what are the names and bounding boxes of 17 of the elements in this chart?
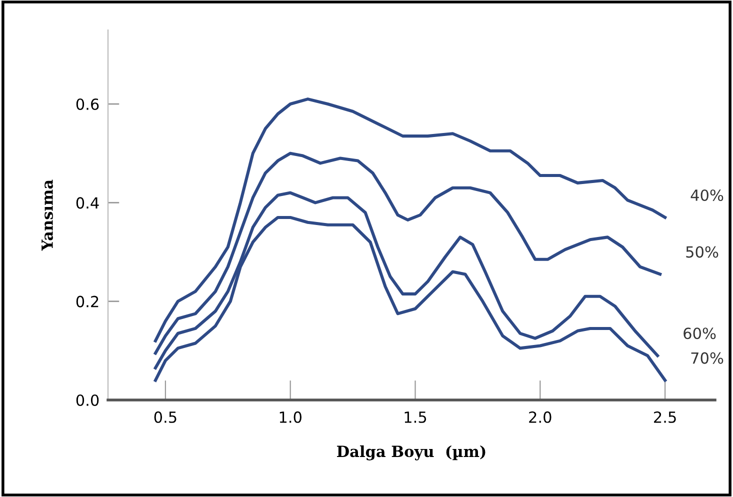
y-tick-label: 0.4 xyxy=(76,197,99,209)
annotation: 40% xyxy=(690,189,724,202)
annotation: 70% xyxy=(691,352,724,364)
y-tick-label: 0.2 xyxy=(76,296,98,308)
x-tick-label: 1.0 xyxy=(280,411,302,423)
x-tick-label: 1.5 xyxy=(404,412,426,423)
annotation: 60% xyxy=(684,328,716,340)
y-tick-label: 0.6 xyxy=(76,98,99,110)
y-axis-title: Yansıma xyxy=(42,180,53,251)
x-tick-label: 0.5 xyxy=(154,411,176,423)
x-tick-label: 2.5 xyxy=(654,411,676,423)
x-axis-title: Dalga Boyu (µm) xyxy=(337,445,486,460)
line-series xyxy=(154,152,662,355)
x-tick-label: 2.0 xyxy=(529,411,552,423)
annotation: 50% xyxy=(686,246,718,258)
line-series xyxy=(154,98,667,342)
y-tick-label: 0.0 xyxy=(76,394,99,406)
